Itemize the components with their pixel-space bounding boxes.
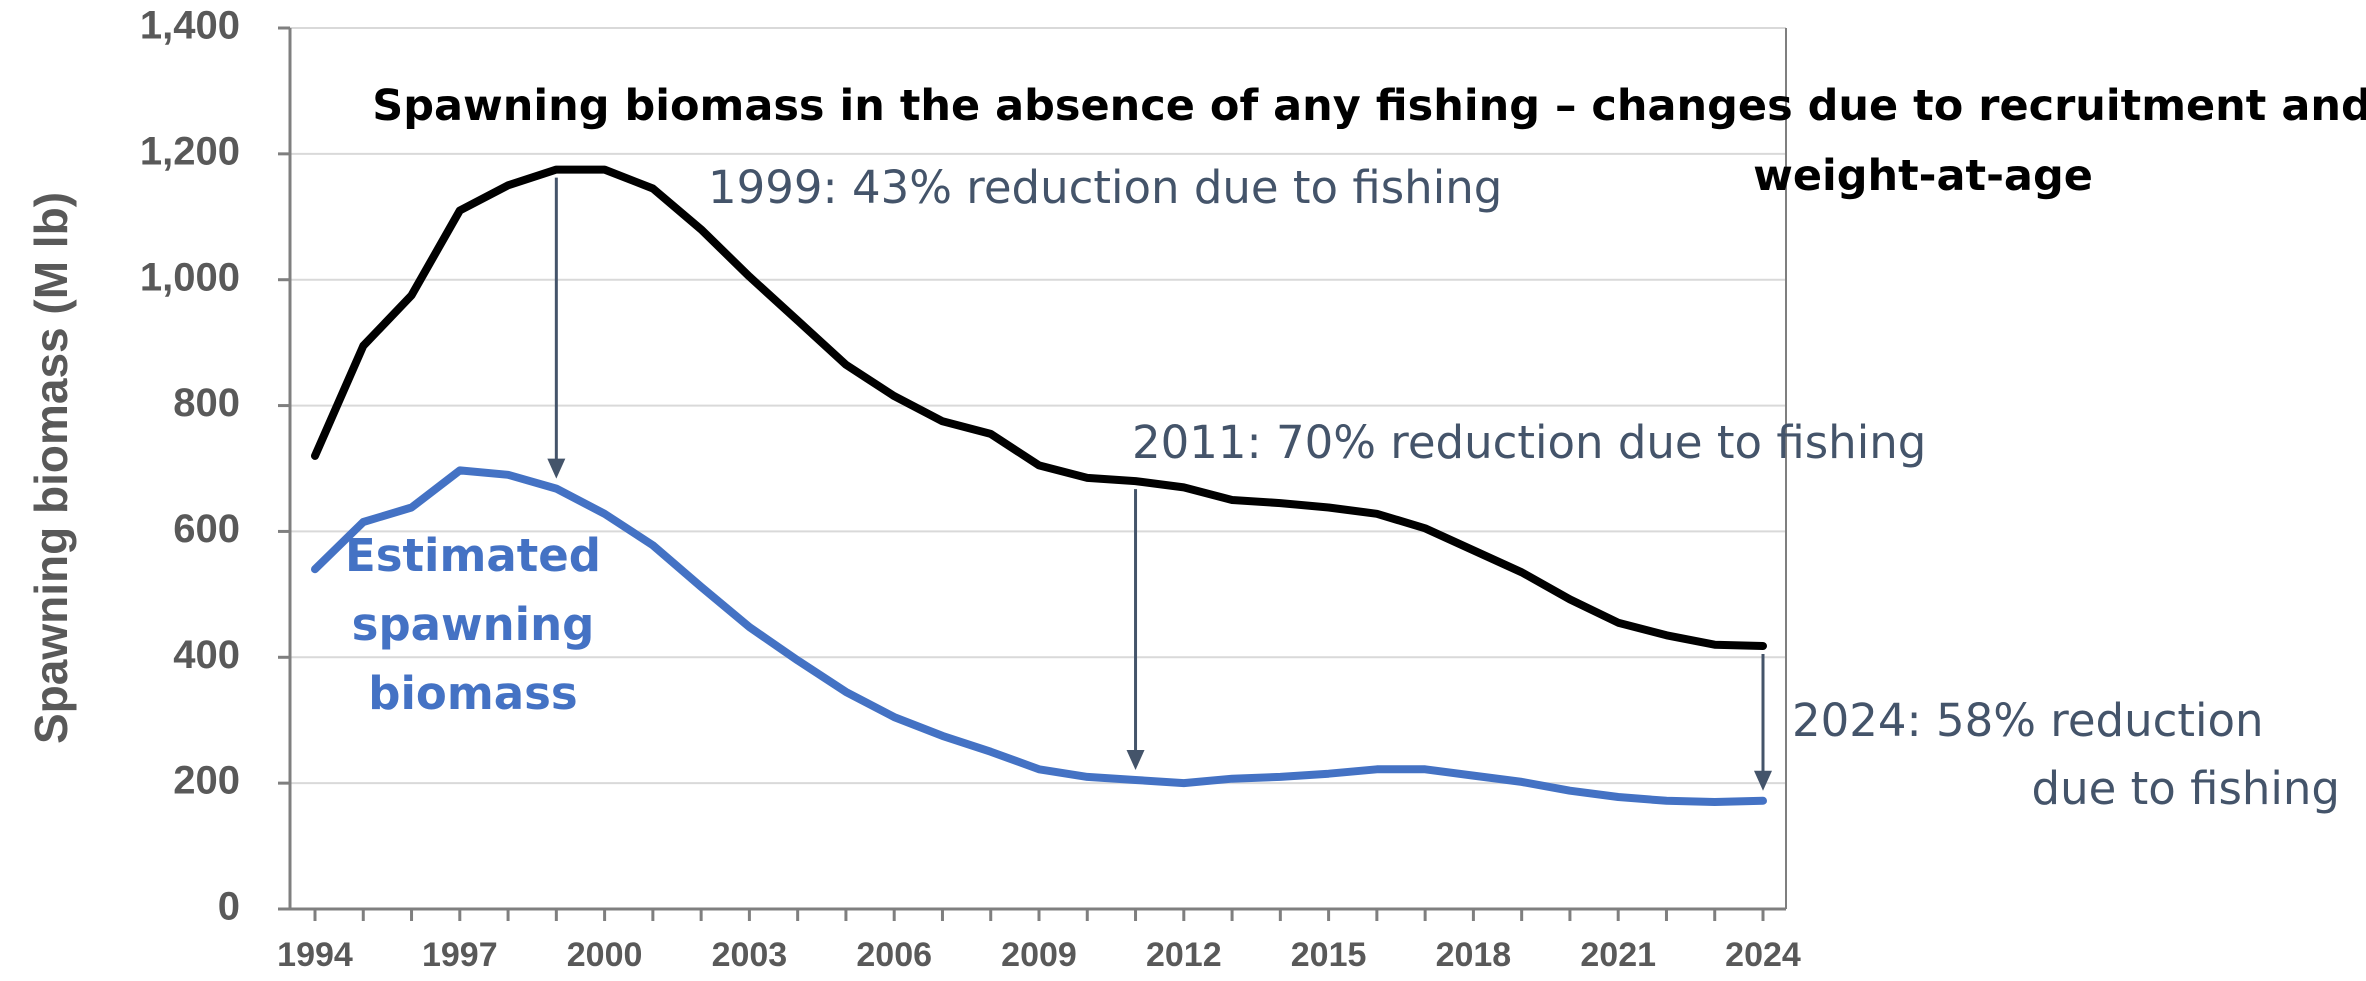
y-tick-label: 400	[173, 633, 240, 677]
black-line-label-2: weight-at-age	[1753, 151, 2093, 201]
x-tick-label: 1994	[277, 936, 353, 974]
x-tick-labels: 1994 1997 2000 2003 2006 2009 2012 2015 2018 2021…	[277, 909, 1801, 974]
x-tick-label: 2000	[567, 936, 643, 974]
x-tick-label: 2018	[1436, 936, 1512, 974]
no-fishing-biomass-line	[311, 165, 1767, 650]
annotation-2024-line2: due to fishing	[2032, 762, 2340, 815]
annotation-2024-line1: 2024: 58% reduction	[1792, 694, 2264, 747]
y-axis-label: Spawning biomass (M lb)	[25, 192, 77, 744]
blue-line-label-3: biomass	[368, 667, 577, 720]
y-tick-label: 600	[173, 507, 240, 551]
x-tick-label: 2012	[1146, 936, 1222, 974]
annotation-arrows	[547, 177, 1772, 791]
series-lines	[311, 165, 1767, 806]
annotation-arrowhead-2024	[1754, 770, 1772, 791]
y-tick-label: 800	[173, 381, 240, 425]
y-tick-label: 200	[173, 759, 240, 803]
x-tick-label: 2003	[712, 936, 788, 974]
y-tick-label: 0	[218, 885, 240, 929]
black-line-label-1: Spawning biomass in the absence of any f…	[372, 81, 2366, 131]
x-tick-label: 2024	[1725, 936, 1801, 974]
x-tick-label: 2015	[1291, 936, 1367, 974]
annotation-arrowhead-2011	[1126, 749, 1145, 770]
y-tick-label: 1,400	[140, 4, 240, 48]
annotation-1999: 1999: 43% reduction due to fishing	[708, 161, 1502, 214]
blue-line-label-2: spawning	[352, 598, 595, 651]
x-tick-label: 2009	[1001, 936, 1077, 974]
x-tick-label: 1997	[422, 936, 498, 974]
annotation-2011: 2011: 70% reduction due to fishing	[1132, 416, 1926, 469]
gridlines	[290, 27, 1786, 785]
x-tick-label: 2006	[856, 936, 932, 974]
x-tick-label: 2021	[1580, 936, 1656, 974]
y-tick-labels: 0 200 400 600 800 1,000 1,200 1,400	[140, 4, 290, 929]
annotation-arrowhead-1999	[547, 458, 566, 479]
y-tick-label: 1,000	[140, 255, 240, 299]
y-tick-label: 1,200	[140, 129, 240, 173]
estimated-biomass-line	[311, 466, 1767, 806]
blue-line-label-1: Estimated	[345, 529, 601, 582]
